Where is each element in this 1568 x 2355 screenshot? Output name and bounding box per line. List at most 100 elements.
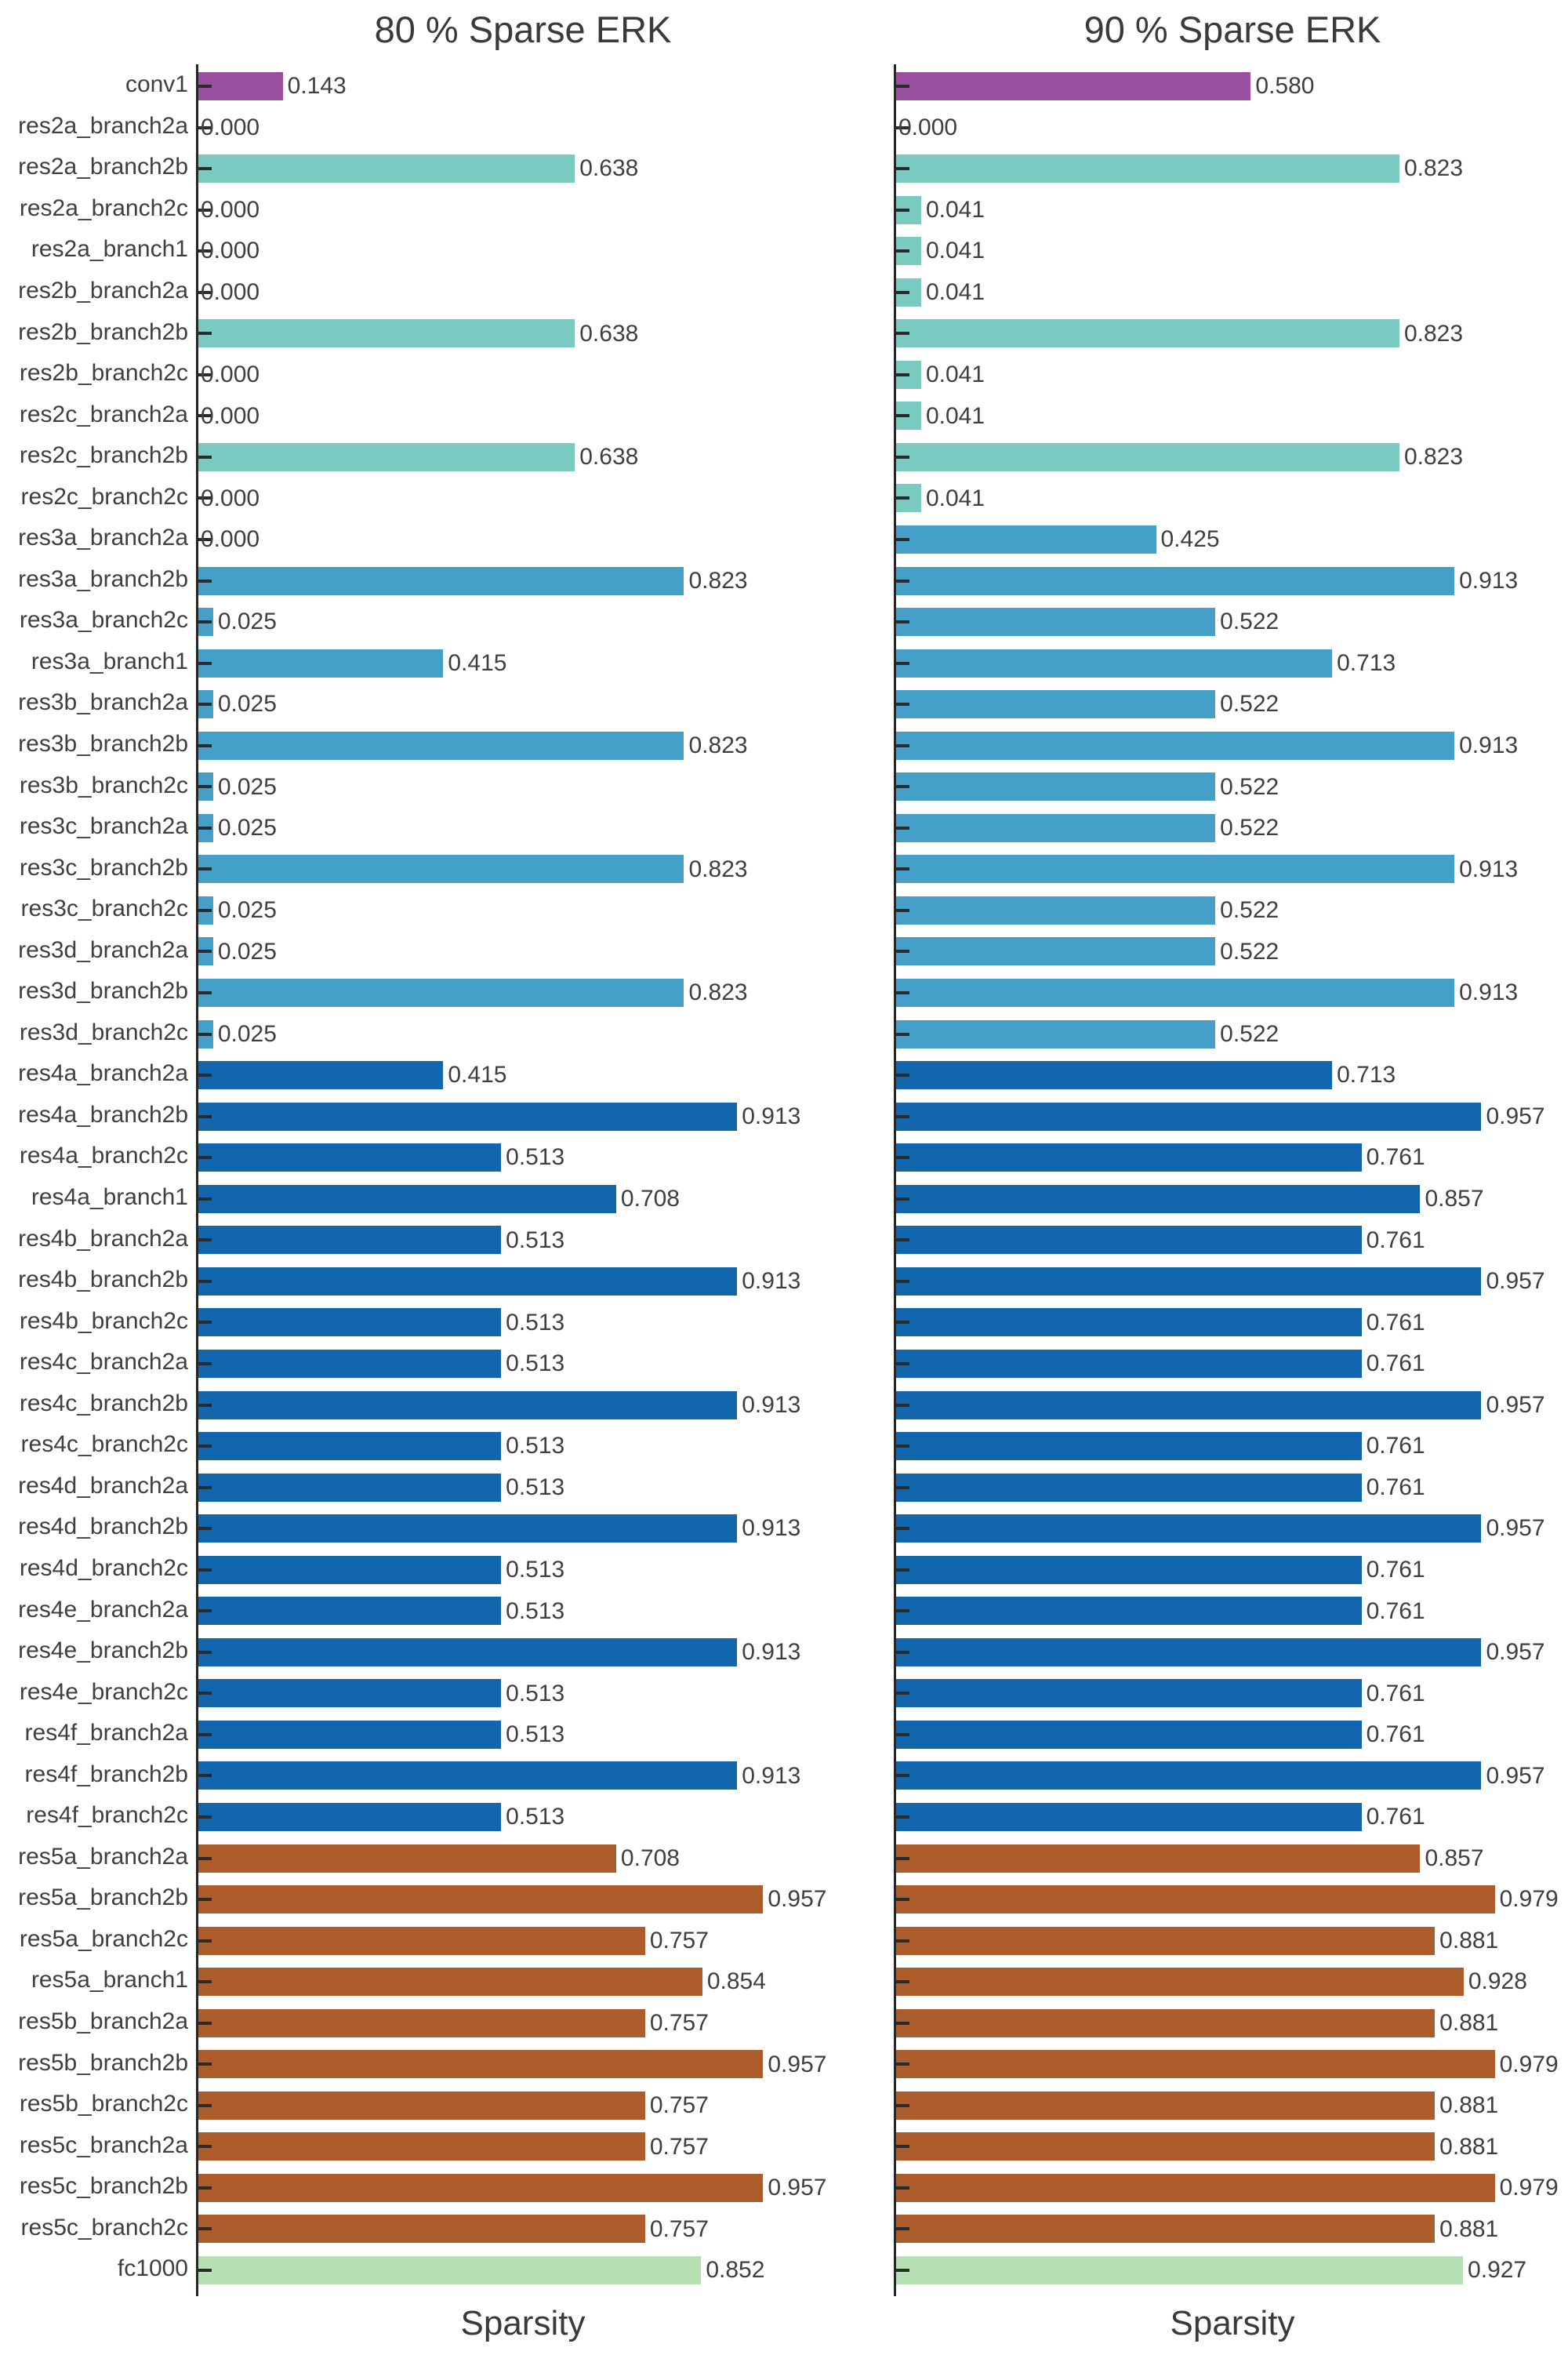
axis-tick <box>896 414 909 418</box>
bar-res3c_branch2b <box>896 855 1455 884</box>
y-axis-label-res5b_branch2a: res5b_branch2a <box>18 2008 188 2034</box>
bar-value-label: 0.513 <box>506 1433 565 1459</box>
bar-row-res4a_branch1: 0.708 <box>198 1179 848 1220</box>
axis-tick <box>198 1156 212 1160</box>
bar-res5a_branch1 <box>198 1968 702 1997</box>
bar-res4b_branch2c <box>198 1308 502 1337</box>
bar-row-res2a_branch2b: 0.823 <box>896 148 1568 190</box>
bar-value-label: 0.580 <box>1255 73 1315 100</box>
bar-row-res4a_branch2c: 0.513 <box>198 1137 848 1179</box>
y-axis-label-res4f_branch2b: res4f_branch2b <box>24 1761 188 1787</box>
bar-value-label: 0.823 <box>688 979 748 1006</box>
axis-tick <box>896 785 909 789</box>
bar-row-res5b_branch2c: 0.757 <box>198 2085 848 2127</box>
bar-row-res3d_branch2b: 0.913 <box>896 972 1568 1014</box>
axis-tick <box>198 1361 212 1365</box>
axis-tick <box>896 208 909 212</box>
bar-row-res4a_branch2a: 0.713 <box>896 1055 1568 1096</box>
bar-res3b_branch2b <box>198 731 684 760</box>
bar-row-res4d_branch2b: 0.913 <box>198 1508 848 1550</box>
bar-row-res3b_branch2b: 0.913 <box>896 725 1568 767</box>
bar-row-res3a_branch2b: 0.823 <box>198 561 848 602</box>
y-axis-label-res4d_branch2c: res4d_branch2c <box>19 1554 188 1581</box>
x-axis-label-left: Sparsity <box>460 2304 586 2342</box>
axis-tick <box>896 1732 909 1736</box>
axis-tick <box>896 125 909 129</box>
bar-res4f_branch2b <box>896 1761 1482 1790</box>
y-axis-label-res3a_branch2b: res3a_branch2b <box>18 565 188 592</box>
bar-res4a_branch2a <box>896 1061 1333 1090</box>
axis-tick <box>896 1445 909 1448</box>
bar-res5c_branch2c <box>896 2215 1436 2244</box>
axis-tick <box>896 2227 909 2231</box>
bar-value-label: 0.957 <box>768 1886 827 1913</box>
bar-value-label: 0.000 <box>201 485 260 511</box>
y-axis-label-res3c_branch2c: res3c_branch2c <box>20 896 188 922</box>
bar-value-label: 0.913 <box>742 1103 801 1129</box>
axis-tick <box>896 1527 909 1531</box>
axis-tick <box>198 1939 212 1943</box>
bar-value-label: 0.757 <box>649 1927 709 1953</box>
bar-value-label: 0.761 <box>1366 1680 1425 1706</box>
axis-tick <box>896 2103 909 2107</box>
bar-row-res2a_branch2c: 0.041 <box>896 190 1568 231</box>
bar-value-label: 0.757 <box>649 2133 709 2160</box>
axis-tick <box>198 414 212 418</box>
axis-tick <box>198 2227 212 2231</box>
y-axis-label-res3c_branch2a: res3c_branch2a <box>19 813 188 840</box>
axis-tick <box>896 1032 909 1036</box>
bar-value-label: 0.513 <box>506 1721 565 1748</box>
axis-tick <box>198 496 212 500</box>
bar-row-res4d_branch2b: 0.957 <box>896 1508 1568 1550</box>
y-axis-label-res2c_branch2b: res2c_branch2b <box>19 442 188 469</box>
bar-value-label: 0.025 <box>217 1020 277 1047</box>
bar-res5b_branch2b <box>198 2050 764 2079</box>
axis-tick <box>896 538 909 542</box>
axis-tick <box>198 85 212 88</box>
bar-res4e_branch2c <box>896 1679 1362 1708</box>
bar-res3d_branch2a <box>896 937 1216 966</box>
y-axis-label-res4c_branch2a: res4c_branch2a <box>19 1349 188 1376</box>
bar-value-label: 0.713 <box>1337 1062 1396 1088</box>
bar-value-label: 0.041 <box>925 485 985 511</box>
y-axis-label-res5c_branch2b: res5c_branch2b <box>19 2173 188 2200</box>
y-axis-label-res3b_branch2b: res3b_branch2b <box>18 731 188 758</box>
bar-row-res5b_branch2a: 0.881 <box>896 2003 1568 2044</box>
left-plot-area: 0.143 0.000 0.638 0.000 0.000 0.000 0.638 0.000… <box>198 66 848 2291</box>
bar-value-label: 0.957 <box>1486 1515 1545 1542</box>
bar-value-label: 0.513 <box>506 1680 565 1706</box>
right-chart: 90 % Sparse ERK 0.580 0.000 0.823 0.041 0.04… <box>894 9 1568 2342</box>
bar-res3a_branch2a <box>896 525 1156 554</box>
bar-res4b_branch2a <box>198 1226 502 1255</box>
y-axis-label-res3a_branch1: res3a_branch1 <box>31 648 188 674</box>
axis-tick <box>896 1650 909 1654</box>
bar-res5a_branch1 <box>896 1968 1464 1997</box>
bar-row-res4e_branch2c: 0.761 <box>896 1673 1568 1714</box>
axis-tick <box>896 1692 909 1695</box>
bar-value-label: 0.852 <box>706 2257 765 2284</box>
bar-value-label: 0.979 <box>1499 1886 1559 1913</box>
bar-value-label: 0.513 <box>506 1597 565 1624</box>
y-axis-label-res4f_branch2a: res4f_branch2a <box>24 1720 188 1746</box>
axis-tick <box>896 826 909 830</box>
y-axis-label-res4b_branch2b: res4b_branch2b <box>18 1267 188 1293</box>
bar-value-label: 0.957 <box>1486 1762 1545 1789</box>
bar-conv1 <box>198 72 283 100</box>
bar-res5a_branch2b <box>896 1885 1495 1914</box>
axis-tick <box>896 290 909 294</box>
bar-row-res5c_branch2a: 0.881 <box>896 2126 1568 2168</box>
y-axis-label-res2a_branch2c: res2a_branch2c <box>19 194 188 221</box>
bar-value-label: 0.881 <box>1439 2009 1499 2036</box>
bar-res2b_branch2b <box>198 319 575 348</box>
bar-row-res4c_branch2b: 0.913 <box>198 1385 848 1426</box>
bar-res4b_branch2b <box>198 1267 738 1296</box>
bar-row-res5a_branch2b: 0.957 <box>198 1879 848 1921</box>
y-axis-label-res4d_branch2b: res4d_branch2b <box>18 1514 188 1540</box>
bar-row-res4b_branch2c: 0.761 <box>896 1302 1568 1343</box>
bar-value-label: 0.957 <box>1486 1103 1545 1129</box>
y-axis-label-res3d_branch2c: res3d_branch2c <box>19 1019 188 1045</box>
bar-value-label: 0.143 <box>287 73 347 100</box>
bar-row-res5c_branch2a: 0.757 <box>198 2126 848 2168</box>
axis-tick <box>896 661 909 665</box>
bar-res4a_branch1 <box>896 1184 1421 1213</box>
